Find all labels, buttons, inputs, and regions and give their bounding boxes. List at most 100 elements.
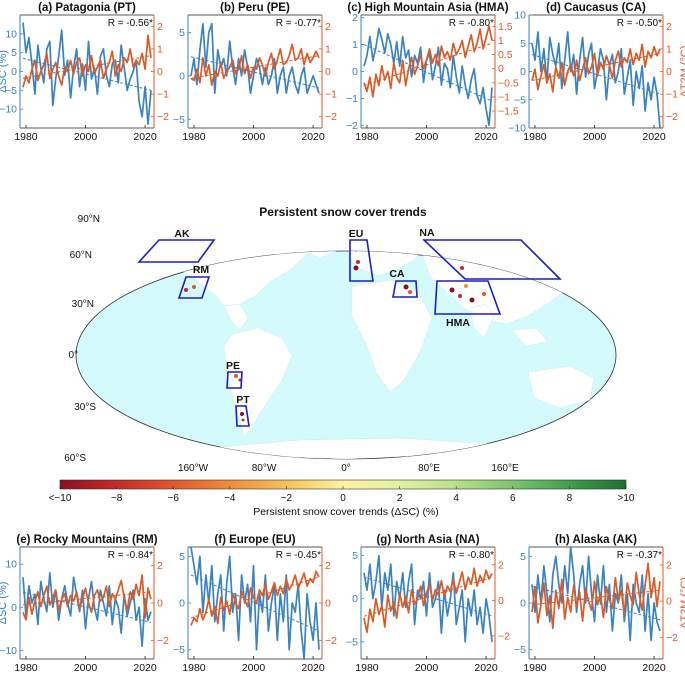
trend-speck <box>464 284 468 288</box>
region-label: NA <box>419 227 435 239</box>
region-label: EU <box>349 228 364 240</box>
correlation-label: R = -0.45* <box>276 550 321 561</box>
chart-panel-6: (g) North Asia (NA)R = -0.80*1980 2000 202… <box>346 534 510 674</box>
y-tick-label-right: 0 <box>666 66 672 78</box>
correlation-label: R = -0.56* <box>108 18 153 29</box>
y-tick-label-left: −5 <box>346 636 358 648</box>
trend-speck <box>194 244 198 248</box>
longitude-label: 160°E <box>491 463 519 474</box>
latitude-label: 90°N <box>78 214 100 225</box>
panel-title: (b) Peru (PE) <box>220 2 290 14</box>
y-tick-label-right: 0 <box>157 598 163 610</box>
y-tick-label-right: 1 <box>666 43 672 55</box>
colorbar-tick-label: −4 <box>224 493 236 504</box>
panel-title: (c) High Mountain Asia (HMA) <box>347 2 508 14</box>
y-tick-label-right: −2 <box>666 632 678 644</box>
x-tick-label: 1980 <box>182 131 206 143</box>
longitude-label: 0° <box>341 463 351 474</box>
y-tick-label-right: −1 <box>498 91 510 103</box>
y-tick-label-right: 0 <box>325 598 331 610</box>
x-tick-label: 2000 <box>415 131 439 143</box>
y-tick-label-left: −5 <box>173 644 185 656</box>
x-tick-label: 1980 <box>182 662 206 674</box>
trend-speck <box>518 268 522 272</box>
y-tick-label-right: 2 <box>157 21 163 33</box>
longitude-label: 160°W <box>178 463 209 474</box>
x-tick-label: 1980 <box>523 131 547 143</box>
panel-title: (h) Alaska (AK) <box>555 534 637 546</box>
t2m-trend-line <box>363 42 493 87</box>
x-tick-label: 2000 <box>415 662 439 674</box>
trend-speck <box>458 294 462 298</box>
region-label: CA <box>389 268 405 280</box>
correlation-label: R = -0.37* <box>617 550 662 561</box>
y-tick-label-right: −1.5 <box>498 106 519 118</box>
region-label: RM <box>193 264 210 276</box>
chart-panel-7: (h) Alaska (AK) R = -0.37* 1980 2000 2020 −5 0… <box>514 534 685 674</box>
t2m-series-line <box>22 574 152 621</box>
trend-speck <box>408 290 412 294</box>
region-label: AK <box>174 228 190 240</box>
chart-panel-0: (a) Patagonia (PT)R = -0.56*1980 2000 2020… <box>0 2 169 143</box>
land-polygon <box>223 327 293 439</box>
y-tick-label-right: 1 <box>325 43 331 55</box>
y-tick-label-left: 5 <box>179 551 185 563</box>
sc-series-line <box>22 22 152 126</box>
correlation-label: R = -0.77* <box>276 18 321 29</box>
t2m-trend-line <box>363 576 493 617</box>
x-tick-label: 2000 <box>242 131 266 143</box>
trend-speck <box>508 253 512 257</box>
t2m-series-line <box>22 34 152 88</box>
t2m-series-line <box>190 43 320 86</box>
sc-trend-line <box>531 54 661 95</box>
y-tick-label-left: −5 <box>5 85 17 97</box>
y-tick-label-right: 0 <box>498 63 504 75</box>
colorbar-tick-label: 2 <box>397 493 403 504</box>
correlation-label: R = -0.80* <box>449 18 494 29</box>
y-tick-label-left: −5 <box>514 94 526 106</box>
t2m-series-line <box>363 25 493 98</box>
sc-series-line <box>22 571 152 647</box>
land-polygon <box>415 251 609 325</box>
y-tick-label-left: −10 <box>0 645 17 657</box>
trend-speck <box>468 251 472 252</box>
trend-speck <box>192 285 196 289</box>
y-tick-label-right: 2 <box>666 560 672 572</box>
x-tick-label: 1980 <box>14 662 38 674</box>
t2m-trend-line <box>22 55 152 79</box>
colorbar-tick-label: <−10 <box>49 493 72 504</box>
land-polygon <box>351 279 433 393</box>
trend-speck <box>469 297 475 303</box>
y-tick-label-right: 0 <box>498 595 504 607</box>
y-tick-label-left: −5 <box>173 114 185 126</box>
trend-speck <box>353 265 359 271</box>
panel-title: (f) Europe (EU) <box>214 534 295 546</box>
sc-trend-line <box>22 57 152 91</box>
trend-speck <box>478 256 482 260</box>
x-tick-label: 1980 <box>523 662 547 674</box>
latitude-label: 0° <box>68 350 78 361</box>
trend-speck <box>449 287 455 293</box>
t2m-series-line <box>531 43 661 93</box>
sc-series-line <box>190 546 320 660</box>
x-tick-label: 2020 <box>642 662 666 674</box>
x-tick-label: 2000 <box>583 131 607 143</box>
land-polygon <box>469 303 495 339</box>
colorbar-label: Persistent snow cover trends (ΔSC) (%) <box>253 506 439 518</box>
region-box <box>177 276 211 299</box>
y-tick-label-left: 2 <box>352 12 358 24</box>
y-tick-label-left: 10 <box>514 10 526 22</box>
y-tick-label-right: 1 <box>157 43 163 55</box>
x-tick-label: 1980 <box>355 662 379 674</box>
y-tick-label-left: −2 <box>346 120 358 132</box>
y-tick-label-left: 5 <box>11 47 17 59</box>
trend-speck <box>241 418 245 422</box>
trend-speck <box>240 412 244 416</box>
y-tick-label-left: 0 <box>520 598 526 610</box>
x-tick-label: 2020 <box>301 131 325 143</box>
trend-speck <box>482 292 486 296</box>
trend-speck <box>356 260 360 264</box>
trend-speck <box>499 247 502 250</box>
region-box <box>226 371 243 389</box>
region-box <box>434 280 502 315</box>
